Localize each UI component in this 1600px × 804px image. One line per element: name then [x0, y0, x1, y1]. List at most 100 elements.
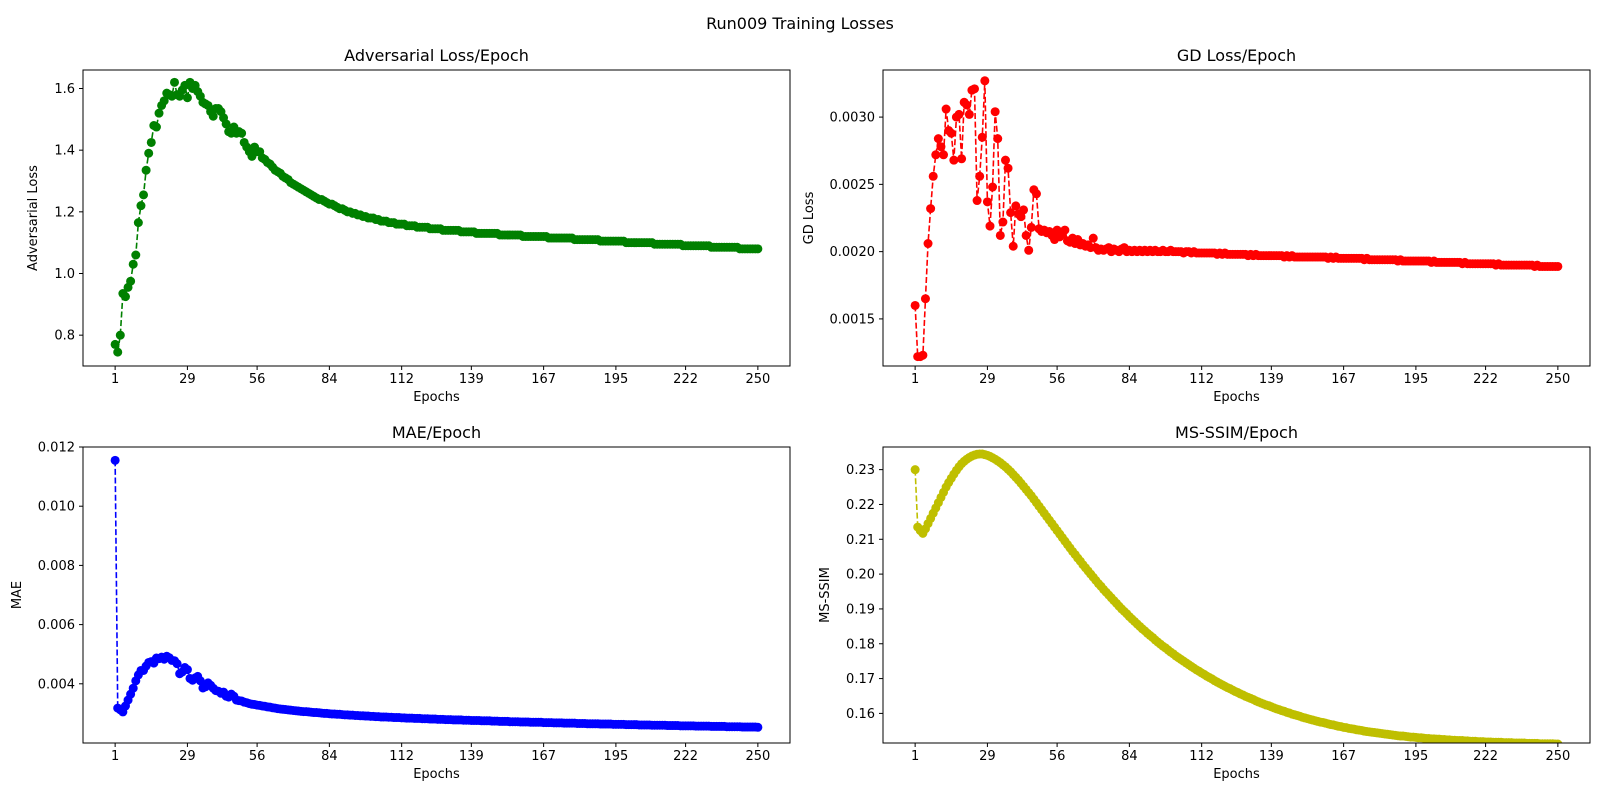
data-point: [146, 137, 156, 147]
x-tick-label: 1: [111, 749, 119, 764]
data-point: [144, 148, 154, 158]
data-point: [933, 134, 943, 144]
x-tick-label: 84: [1121, 749, 1138, 764]
data-point: [970, 84, 979, 94]
data-point: [985, 221, 995, 231]
data-point: [977, 132, 987, 142]
x-axis-label: Epochs: [1213, 767, 1260, 782]
data-point: [221, 119, 231, 129]
x-tick-label: 112: [1189, 749, 1214, 764]
data-point: [946, 128, 956, 138]
data-point: [753, 244, 763, 254]
data-point: [995, 230, 1005, 240]
data-point: [939, 150, 949, 160]
y-tick-label: 0.004: [38, 677, 75, 692]
data-point: [910, 465, 920, 475]
y-tick-label: 0.0030: [830, 111, 876, 126]
y-tick-label: 0.008: [38, 559, 75, 574]
x-tick-label: 222: [1473, 372, 1498, 387]
y-tick-label: 0.20: [846, 568, 875, 583]
data-point: [988, 182, 998, 192]
data-point: [151, 122, 161, 132]
data-point: [1088, 233, 1098, 243]
y-tick-label: 1.2: [54, 205, 75, 220]
chart-panel-top-left: Adversarial Loss/Epoch 1 29 56 84 112 139 167 19…: [26, 46, 791, 405]
y-axis-label: Adversarial Loss: [26, 165, 41, 271]
x-tick-label: 250: [745, 749, 770, 764]
data-point: [993, 134, 1003, 144]
data-point: [110, 339, 120, 349]
y-tick-label: 0.22: [846, 498, 875, 513]
y-tick-label: 1.0: [54, 267, 75, 282]
data-point: [962, 100, 972, 110]
x-tick-label: 84: [321, 749, 338, 764]
data-point: [753, 722, 763, 732]
data-point: [949, 155, 959, 165]
data-point: [918, 350, 928, 360]
data-point: [982, 197, 992, 207]
data-point: [941, 104, 951, 114]
data-point: [1026, 222, 1036, 232]
x-tick-label: 112: [389, 372, 414, 387]
data-point: [957, 154, 967, 164]
chart-panel-bottom-right: MS-SSIM/Epoch 1 29 56 84 112 139 167 195 222 250 0.…: [818, 423, 1591, 782]
chart-panel-bottom-left: MAE/Epoch 1 29 56 84 112 139 167 195 222 250 0.004 0…: [10, 423, 791, 782]
data-point: [1553, 739, 1563, 743]
x-tick-label: 56: [249, 372, 266, 387]
x-tick-label: 139: [1259, 372, 1284, 387]
data-point: [926, 204, 936, 214]
y-tick-label: 0.006: [38, 618, 75, 633]
x-axis-label: Epochs: [413, 767, 460, 782]
x-tick-label: 1: [111, 372, 119, 387]
x-tick-label: 84: [321, 372, 338, 387]
data-point: [1019, 205, 1029, 215]
series-0: [910, 76, 1563, 362]
x-tick-label: 167: [1331, 372, 1356, 387]
y-tick-label: 0.23: [846, 463, 875, 478]
data-point: [1553, 261, 1563, 271]
data-point: [110, 455, 120, 465]
plot-frame: [82, 69, 791, 367]
x-tick-label: 139: [1259, 749, 1284, 764]
x-tick-label: 195: [1403, 372, 1428, 387]
data-point: [195, 676, 205, 686]
data-point: [128, 259, 138, 269]
x-tick-label: 1: [911, 372, 919, 387]
data-point: [980, 76, 990, 86]
data-point: [237, 128, 247, 138]
figure-title: Run009 Training Losses: [706, 14, 894, 33]
y-tick-label: 1.4: [54, 144, 75, 159]
data-point: [115, 330, 125, 340]
data-point: [964, 109, 974, 119]
data-point: [920, 294, 930, 304]
data-point: [1031, 189, 1041, 199]
chart-panel-top-right: GD Loss/Epoch 1 29 56 84 112 139 167 195 222 250 0.…: [802, 46, 1591, 405]
data-point: [208, 111, 218, 121]
x-tick-label: 29: [979, 749, 996, 764]
data-point: [954, 109, 964, 119]
x-tick-label: 1: [911, 749, 919, 764]
x-tick-label: 195: [603, 749, 628, 764]
data-point: [1024, 245, 1034, 255]
data-point: [154, 108, 164, 118]
data-point: [182, 665, 192, 675]
data-point: [133, 218, 143, 228]
series-line: [914, 80, 1558, 358]
series-line: [914, 453, 1554, 743]
y-tick-label: 0.16: [846, 707, 875, 722]
x-axis-label: Epochs: [1213, 390, 1260, 405]
series-0: [110, 77, 763, 357]
data-point: [972, 196, 982, 206]
x-tick-label: 56: [1049, 749, 1066, 764]
x-tick-label: 250: [1545, 372, 1570, 387]
y-tick-label: 0.012: [38, 441, 75, 456]
x-tick-label: 250: [745, 372, 770, 387]
data-point: [120, 292, 130, 302]
data-point: [1003, 163, 1013, 173]
x-tick-label: 250: [1545, 749, 1570, 764]
x-tick-label: 112: [389, 749, 414, 764]
data-point: [975, 171, 985, 181]
data-point: [931, 150, 941, 160]
data-point: [126, 276, 136, 286]
